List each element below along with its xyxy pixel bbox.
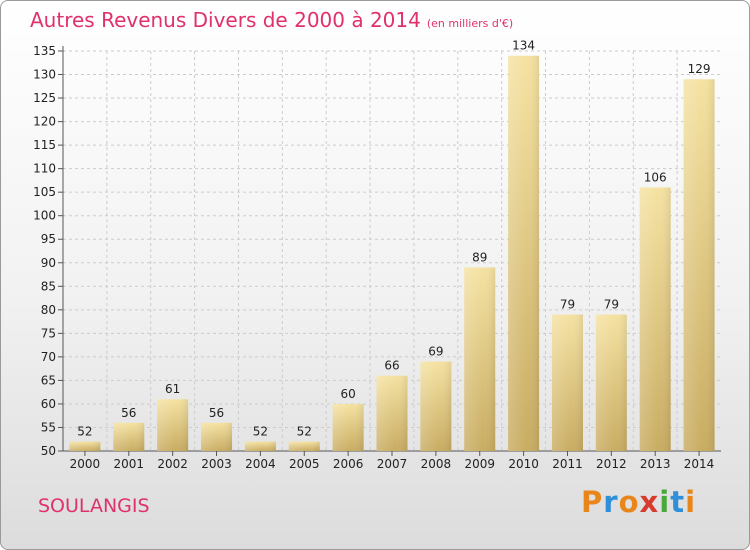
- y-tick-label: 80: [41, 303, 56, 317]
- x-tick-label: 2009: [464, 457, 495, 471]
- data-label: 52: [253, 425, 268, 439]
- logo-letter: r: [603, 485, 619, 519]
- x-tick-label: 2007: [377, 457, 408, 471]
- y-tick-label: 95: [41, 232, 56, 246]
- bar-shade: [376, 375, 408, 451]
- bar-shade: [551, 314, 583, 451]
- x-tick-label: 2014: [684, 457, 715, 471]
- x-tick-label: 2011: [552, 457, 583, 471]
- y-tick-label: 125: [33, 91, 56, 105]
- y-tick-label: 55: [41, 420, 56, 434]
- data-label: 60: [340, 387, 355, 401]
- data-label: 52: [77, 425, 92, 439]
- y-tick-label: 130: [33, 68, 56, 82]
- data-label: 61: [165, 382, 180, 396]
- data-label: 56: [121, 406, 136, 420]
- data-label: 89: [472, 250, 487, 264]
- y-tick-label: 135: [33, 44, 56, 58]
- y-tick-label: 65: [41, 373, 56, 387]
- bar-shade: [201, 422, 233, 451]
- x-tick-label: 2005: [289, 457, 320, 471]
- chart-title: Autres Revenus Divers de 2000 à 2014 (en …: [30, 8, 513, 32]
- axes: 50 55 60 65 70 75 80 85 90 95 100 105 110 115 120 125 13…: [33, 44, 721, 471]
- x-tick-label: 2013: [640, 457, 671, 471]
- logo-letter: P: [581, 485, 604, 519]
- proxiti-logo[interactable]: Proxiti: [581, 485, 696, 519]
- data-label: 106: [644, 170, 667, 184]
- bar-shade: [683, 79, 715, 451]
- chart-unit: (en milliers d'€): [426, 17, 514, 30]
- y-tick-label: 120: [33, 115, 56, 129]
- y-tick-label: 75: [41, 326, 56, 340]
- x-tick-label: 2006: [333, 457, 364, 471]
- x-tick-label: 2000: [70, 457, 101, 471]
- y-tick-label: 115: [33, 138, 56, 152]
- data-label: 69: [428, 345, 443, 359]
- bar-shade: [639, 187, 671, 451]
- logo-letter: i: [659, 485, 671, 519]
- bar-shade: [420, 361, 452, 451]
- bar-shade: [508, 55, 540, 452]
- y-tick-label: 70: [41, 350, 56, 364]
- logo-letter: i: [685, 485, 697, 519]
- bar-shade: [332, 403, 364, 451]
- data-label: 129: [688, 62, 711, 76]
- bar-shade: [244, 441, 276, 451]
- logo-letter: o: [618, 485, 640, 519]
- x-tick-label: 2008: [421, 457, 452, 471]
- logo-letter: t: [670, 485, 686, 519]
- x-tick-label: 2001: [114, 457, 145, 471]
- data-label: 79: [604, 298, 619, 312]
- commune-name: SOULANGIS: [38, 495, 150, 517]
- y-tick-label: 105: [33, 185, 56, 199]
- data-label: 79: [560, 298, 575, 312]
- y-tick-label: 50: [41, 444, 56, 458]
- y-tick-label: 60: [41, 397, 56, 411]
- x-tick-label: 2004: [245, 457, 276, 471]
- bar-shade: [288, 441, 320, 451]
- bar-shade: [113, 422, 145, 451]
- data-label: 52: [297, 425, 312, 439]
- data-label: 56: [209, 406, 224, 420]
- y-tick-label: 90: [41, 256, 56, 270]
- bar-shade: [595, 314, 627, 451]
- x-tick-label: 2003: [201, 457, 232, 471]
- chart-title-text: Autres Revenus Divers de 2000 à 2014: [30, 8, 421, 32]
- x-tick-label: 2002: [157, 457, 188, 471]
- x-tick-label: 2010: [508, 457, 539, 471]
- bar-shade: [464, 267, 496, 451]
- data-label: 134: [512, 39, 535, 53]
- bars: 52 56 61 56 52 52 60 66 69 89 134 79 79 106 129: [69, 39, 715, 452]
- y-tick-label: 100: [33, 209, 56, 223]
- x-tick-label: 2012: [596, 457, 627, 471]
- bar-shade: [69, 441, 101, 451]
- data-label: 66: [384, 359, 399, 373]
- bar-shade: [157, 399, 189, 451]
- y-tick-label: 85: [41, 279, 56, 293]
- logo-letter: x: [639, 485, 660, 519]
- y-tick-label: 110: [33, 162, 56, 176]
